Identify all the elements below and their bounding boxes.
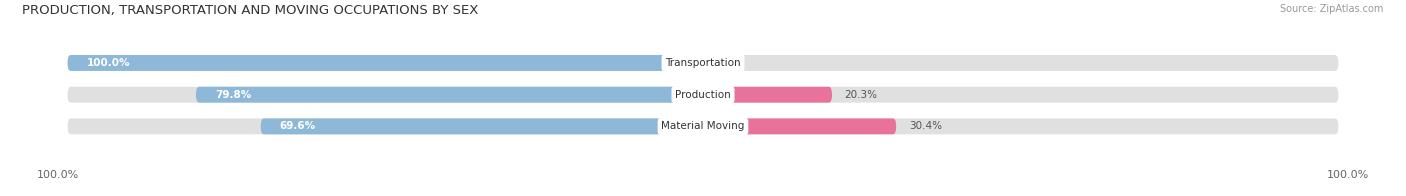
Text: Material Moving: Material Moving: [661, 121, 745, 131]
Text: Source: ZipAtlas.com: Source: ZipAtlas.com: [1279, 4, 1384, 14]
Text: 0.0%: 0.0%: [716, 58, 742, 68]
Text: 30.4%: 30.4%: [908, 121, 942, 131]
FancyBboxPatch shape: [703, 118, 896, 134]
Text: Production: Production: [675, 90, 731, 100]
Text: 20.3%: 20.3%: [845, 90, 877, 100]
FancyBboxPatch shape: [260, 118, 703, 134]
Text: Transportation: Transportation: [665, 58, 741, 68]
Text: 69.6%: 69.6%: [280, 121, 316, 131]
FancyBboxPatch shape: [703, 87, 832, 103]
FancyBboxPatch shape: [67, 55, 703, 71]
FancyBboxPatch shape: [67, 55, 1339, 71]
Text: PRODUCTION, TRANSPORTATION AND MOVING OCCUPATIONS BY SEX: PRODUCTION, TRANSPORTATION AND MOVING OC…: [22, 4, 479, 17]
FancyBboxPatch shape: [67, 118, 1339, 134]
FancyBboxPatch shape: [195, 87, 703, 103]
Text: 79.8%: 79.8%: [215, 90, 252, 100]
Text: 100.0%: 100.0%: [87, 58, 131, 68]
Text: 100.0%: 100.0%: [1327, 170, 1369, 180]
FancyBboxPatch shape: [67, 87, 1339, 103]
Text: 100.0%: 100.0%: [37, 170, 79, 180]
